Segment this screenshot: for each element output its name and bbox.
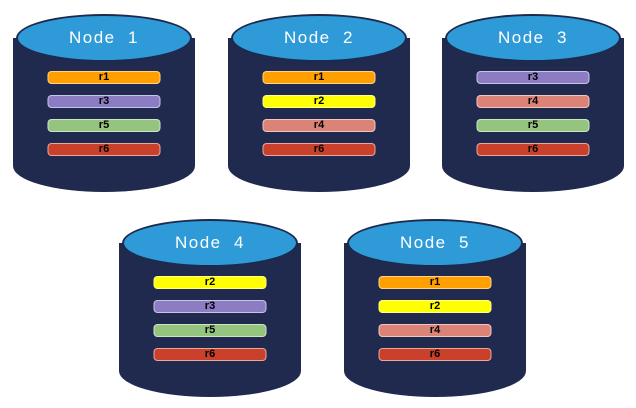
node-3-cylinder-body	[442, 38, 624, 192]
node-1-cylinder-top-ellipse: Node 1	[16, 14, 192, 62]
replica-bar-r6: r6	[378, 348, 492, 361]
replica-bar-r1: r1	[262, 71, 376, 84]
replica-bar-r6: r6	[476, 143, 590, 156]
node-3-title: Node 3	[497, 28, 569, 47]
node-3-replica-list: r3 r4 r5 r6	[476, 71, 590, 156]
replica-bar-r3: r3	[153, 300, 267, 313]
node-4-replica-list: r2 r3 r5 r6	[153, 276, 267, 361]
node-3-cylinder-top-ellipse: Node 3	[445, 14, 621, 62]
node-4-cylinder-body	[119, 243, 301, 397]
replica-bar-r3: r3	[47, 95, 161, 108]
replica-bar-r4: r4	[378, 324, 492, 337]
node-2-cylinder-body	[228, 38, 410, 192]
replica-bar-r1: r1	[47, 71, 161, 84]
replica-bar-r6: r6	[262, 143, 376, 156]
replica-bar-r1: r1	[378, 276, 492, 289]
replica-bar-r4: r4	[262, 119, 376, 132]
node-5-cylinder: Node 5 r1 r2 r4 r6	[344, 219, 526, 397]
replica-bar-r2: r2	[262, 95, 376, 108]
replica-bar-r2: r2	[378, 300, 492, 313]
replica-bar-r6: r6	[153, 348, 267, 361]
replica-bar-r6: r6	[47, 143, 161, 156]
node-5-cylinder-body	[344, 243, 526, 397]
replica-bar-r3: r3	[476, 71, 590, 84]
node-4-cylinder: Node 4 r2 r3 r5 r6	[119, 219, 301, 397]
node-3-cylinder: Node 3 r3 r4 r5 r6	[442, 14, 624, 192]
node-4-title: Node 4	[174, 233, 246, 252]
node-5-replica-list: r1 r2 r4 r6	[378, 276, 492, 361]
replica-bar-r2: r2	[153, 276, 267, 289]
node-1-title: Node 1	[68, 28, 140, 47]
node-2-title: Node 2	[283, 28, 355, 47]
node-1-replica-list: r1 r3 r5 r6	[47, 71, 161, 156]
node-5-title: Node 5	[399, 233, 471, 252]
replica-bar-r5: r5	[153, 324, 267, 337]
replica-bar-r5: r5	[476, 119, 590, 132]
node-1-cylinder: Node 1 r1 r3 r5 r6	[13, 14, 195, 192]
node-2-cylinder: Node 2 r1 r2 r4 r6	[228, 14, 410, 192]
replica-bar-r4: r4	[476, 95, 590, 108]
node-4-cylinder-top-ellipse: Node 4	[122, 219, 298, 267]
node-5-cylinder-top-ellipse: Node 5	[347, 219, 523, 267]
node-2-replica-list: r1 r2 r4 r6	[262, 71, 376, 156]
node-1-cylinder-body	[13, 38, 195, 192]
node-2-cylinder-top-ellipse: Node 2	[231, 14, 407, 62]
replica-bar-r5: r5	[47, 119, 161, 132]
